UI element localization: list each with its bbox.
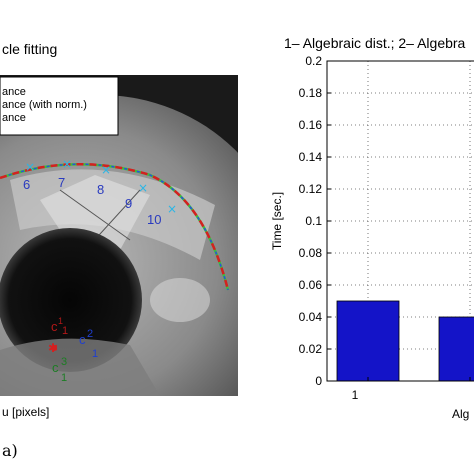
- chart-title: 1– Algebraic dist.; 2– Algebra: [284, 35, 466, 51]
- legend-box: [0, 76, 119, 136]
- x-tick-label: Alg: [452, 407, 469, 421]
- y-ticks: 0 0.02 0.04 0.06 0.08 0.1 0.12 0.14 0.16 0.18 0.2: [299, 54, 331, 388]
- center-label-sub: 1: [62, 325, 68, 337]
- bar-1: [336, 300, 400, 382]
- left-panel: cle fitting ance ance (with norm.) ance …: [0, 41, 238, 460]
- y-tick-label: 0.1: [305, 214, 322, 228]
- point-label: 9: [125, 196, 132, 211]
- dark-hole: [0, 228, 142, 372]
- panel-label: a): [2, 441, 18, 460]
- center-label-sup: 3: [61, 356, 67, 368]
- floor-area: [0, 338, 160, 396]
- gridlines: [327, 61, 474, 381]
- center-label-c2: c 2 1: [79, 328, 98, 360]
- y-axis-label: Time [sec.]: [270, 192, 284, 250]
- legend-entry: ance: [2, 112, 26, 124]
- tent-line: [59, 189, 131, 241]
- sample-marker: ×: [138, 181, 148, 195]
- point-label: 8: [97, 182, 104, 197]
- x-ticks: 1 Alg: [352, 377, 471, 421]
- fit-arc-blue: [0, 163, 229, 291]
- y-tick-label: 0.2: [305, 54, 322, 68]
- center-label-sup: 1: [58, 316, 63, 326]
- y-tick-label: 0.16: [299, 118, 323, 132]
- sample-marker: ×: [101, 163, 111, 177]
- y-tick-label: 0.02: [299, 342, 323, 356]
- y-tick-label: 0: [315, 374, 322, 388]
- point-label: 6: [23, 177, 30, 192]
- y-tick-label: 0.08: [299, 246, 323, 260]
- center-label-c3: c 3 1: [52, 356, 67, 384]
- bar-Alg: [438, 316, 474, 382]
- light-patch: [150, 278, 210, 322]
- sample-marker: ×: [62, 157, 72, 171]
- center-marker-star: ✱: [48, 341, 58, 355]
- y-tick-label: 0.04: [299, 310, 323, 324]
- center-label-letter: c: [51, 319, 58, 334]
- y-tick-label: 0.06: [299, 278, 323, 292]
- legend-entry: ance: [2, 86, 26, 98]
- point-label: 10: [147, 212, 161, 227]
- y-tick-label: 0.14: [299, 150, 323, 164]
- legend-entry: ance (with norm.): [2, 99, 87, 111]
- x-tick-label: 1: [352, 388, 359, 402]
- fisheye-photo: ance ance (with norm.) ance × × × × × 6 …: [0, 75, 238, 396]
- sample-marker: ×: [25, 160, 35, 174]
- center-label-c1: c 1 1: [51, 316, 68, 337]
- bar-chart: 1– Algebraic dist.; 2– Algebra 0 0.02 0.04…: [270, 35, 474, 421]
- center-label-letter: c: [79, 332, 86, 347]
- center-marker: [51, 345, 57, 351]
- point-label: 7: [58, 175, 65, 190]
- left-xlabel: u [pixels]: [2, 405, 49, 419]
- center-label-letter: c: [52, 360, 59, 375]
- y-tick-label: 0.18: [299, 86, 323, 100]
- bars: [336, 300, 474, 382]
- center-label-sub: 1: [61, 372, 67, 384]
- plot-frame: [326, 60, 474, 382]
- left-panel-title: cle fitting: [2, 41, 57, 57]
- center-label-sup: 2: [87, 328, 93, 340]
- center-label-sub: 1: [92, 348, 98, 360]
- sample-marker: ×: [167, 202, 177, 216]
- y-tick-label: 0.12: [299, 182, 323, 196]
